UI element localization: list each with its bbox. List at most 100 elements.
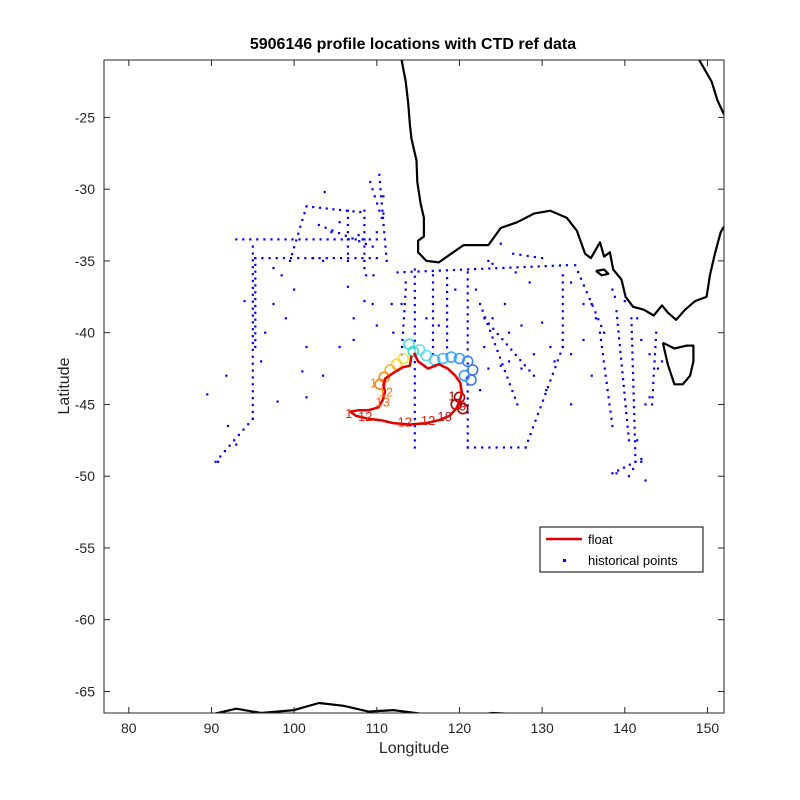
historical-point-323 xyxy=(618,344,621,347)
historical-point-2 xyxy=(249,238,252,241)
historical-point-426 xyxy=(352,317,355,320)
historical-point-376 xyxy=(640,457,643,461)
historical-point-110 xyxy=(344,234,347,237)
historical-point-216 xyxy=(446,290,449,294)
historical-point-421 xyxy=(301,370,304,373)
historical-point-215 xyxy=(446,284,449,287)
historical-point-211 xyxy=(431,338,435,341)
historical-point-441 xyxy=(382,195,385,198)
historical-point-433 xyxy=(346,285,349,288)
historical-point-331 xyxy=(623,398,627,401)
historical-point-448 xyxy=(514,271,517,274)
historical-point-307 xyxy=(601,353,604,356)
x-tick-label-150: 150 xyxy=(696,720,720,736)
historical-point-98 xyxy=(312,206,315,209)
historical-point-235 xyxy=(466,334,469,337)
historical-point-121 xyxy=(346,252,349,255)
historical-point-0 xyxy=(235,238,238,241)
historical-point-486 xyxy=(400,302,403,306)
historical-point-166 xyxy=(502,266,505,269)
historical-point-32 xyxy=(251,321,254,324)
historical-point-468 xyxy=(648,353,651,356)
historical-point-455 xyxy=(520,367,523,370)
y-tick-label--45: -45 xyxy=(75,396,95,412)
historical-point-205 xyxy=(431,295,435,298)
historical-point-354 xyxy=(633,426,636,429)
historical-point-35 xyxy=(251,341,254,345)
historical-point-74 xyxy=(254,257,257,260)
float-label-6: 12 xyxy=(421,413,435,428)
historical-point-209 xyxy=(431,324,435,327)
historical-point-432 xyxy=(322,259,325,262)
historical-point-467 xyxy=(640,338,643,341)
historical-point-117 xyxy=(346,223,349,227)
historical-point-114 xyxy=(371,245,374,248)
historical-point-75 xyxy=(254,263,257,266)
historical-point-174 xyxy=(558,264,561,267)
historical-point-271 xyxy=(549,379,552,382)
historical-point-403 xyxy=(483,317,486,320)
historical-point-147 xyxy=(383,238,386,241)
historical-point-337 xyxy=(627,439,630,442)
historical-point-90 xyxy=(293,246,296,249)
historical-point-425 xyxy=(338,345,341,349)
historical-point-229 xyxy=(466,292,469,295)
historical-point-155 xyxy=(424,270,427,273)
float-marker-13 xyxy=(390,358,403,371)
historical-point-362 xyxy=(654,345,657,349)
historical-point-371 xyxy=(611,472,614,475)
historical-point-237 xyxy=(466,348,469,351)
historical-point-489 xyxy=(454,288,457,291)
historical-point-77 xyxy=(254,277,257,280)
historical-point-40 xyxy=(251,376,254,379)
historical-point-78 xyxy=(254,284,257,287)
historical-point-104 xyxy=(352,210,355,213)
historical-point-133 xyxy=(371,188,374,191)
historical-point-388 xyxy=(481,309,484,312)
historical-point-457 xyxy=(570,281,573,284)
historical-point-476 xyxy=(627,475,630,478)
historical-point-348 xyxy=(632,385,635,388)
y-tick-label--55: -55 xyxy=(75,540,95,556)
historical-point-52 xyxy=(228,444,231,447)
historical-point-294 xyxy=(577,270,580,274)
historical-point-58 xyxy=(268,257,271,260)
float-marker-19 xyxy=(456,402,469,415)
historical-point-241 xyxy=(466,376,469,379)
historical-point-184 xyxy=(413,325,416,328)
historical-point-450 xyxy=(491,317,494,320)
historical-point-5 xyxy=(270,238,273,241)
historical-point-102 xyxy=(339,208,342,212)
historical-point-203 xyxy=(431,281,435,284)
historical-point-261 xyxy=(524,446,527,449)
historical-point-481 xyxy=(545,389,548,392)
historical-point-413 xyxy=(528,369,531,372)
coastline-3 xyxy=(595,268,610,277)
x-tick-label-100: 100 xyxy=(282,720,306,736)
historical-point-358 xyxy=(634,453,637,457)
historical-point-175 xyxy=(565,264,568,267)
historical-point-288 xyxy=(512,252,515,255)
historical-point-324 xyxy=(619,350,622,353)
historical-point-435 xyxy=(371,302,374,306)
historical-point-414 xyxy=(532,374,535,377)
historical-point-61 xyxy=(289,257,293,260)
legend-historical-label: historical points xyxy=(588,553,678,568)
historical-point-488 xyxy=(437,324,440,327)
historical-point-372 xyxy=(617,469,620,472)
historical-point-232 xyxy=(466,313,469,316)
x-tick-label-80: 80 xyxy=(121,720,137,736)
coastline-0 xyxy=(400,60,724,321)
historical-point-317 xyxy=(611,424,614,428)
historical-point-93 xyxy=(299,225,302,228)
historical-point-84 xyxy=(254,325,257,328)
historical-point-92 xyxy=(297,232,300,235)
historical-point-158 xyxy=(445,269,448,272)
historical-point-367 xyxy=(652,381,655,384)
historical-point-270 xyxy=(546,386,549,389)
historical-point-191 xyxy=(413,375,416,378)
float-marker-2 xyxy=(413,344,426,356)
historical-point-315 xyxy=(609,410,612,413)
